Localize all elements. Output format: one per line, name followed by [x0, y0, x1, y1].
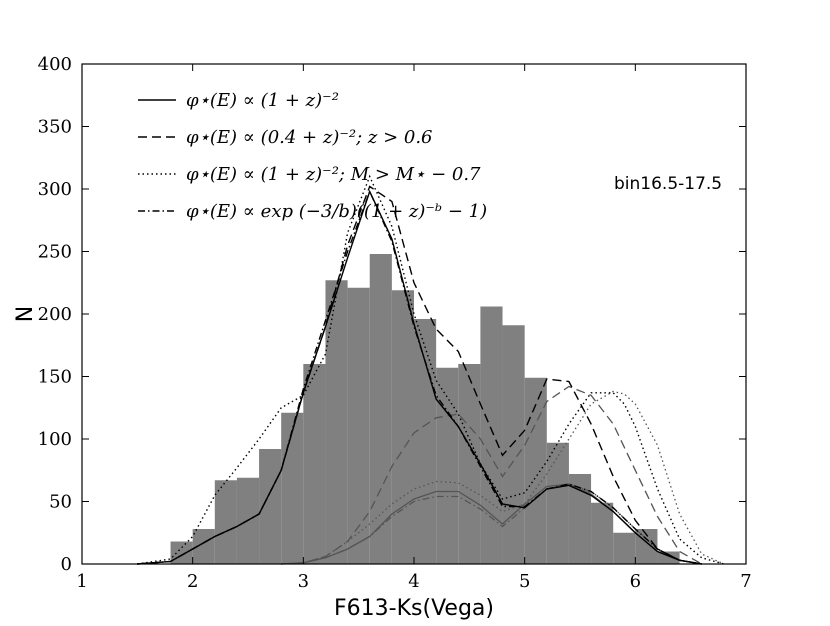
y-tick-label: 400	[38, 54, 72, 75]
histogram-bar-17	[546, 442, 569, 564]
histogram-bar-20	[613, 532, 636, 564]
legend-label-dotted: φ⋆(E) ∝ (1 + z)⁻²; M > M⋆ − 0.7	[186, 164, 481, 185]
y-tick-label: 0	[61, 554, 72, 575]
histogram-bar-13	[458, 364, 481, 564]
y-tick-label: 150	[38, 367, 72, 388]
legend: φ⋆(E) ∝ (1 + z)⁻² φ⋆(E) ∝ (0.4 + z)⁻²; z …	[138, 90, 487, 222]
y-tick-label: 200	[38, 304, 72, 325]
histogram-bar-7	[325, 280, 348, 564]
histogram-bar-15	[502, 325, 525, 564]
y-axis-label: N	[13, 306, 38, 322]
histogram-bars	[170, 254, 680, 564]
x-tick-label: 2	[187, 571, 198, 592]
histogram-bar-2	[214, 480, 237, 564]
x-tick-label: 5	[519, 571, 530, 592]
histogram-bar-19	[591, 502, 614, 564]
histogram-bar-4	[259, 449, 282, 564]
x-tick-label: 7	[740, 571, 751, 592]
legend-label-dashed: φ⋆(E) ∝ (0.4 + z)⁻²; z > 0.6	[186, 127, 433, 148]
y-tick-label: 100	[38, 429, 72, 450]
histogram-bar-0	[170, 541, 193, 564]
x-tick-label: 1	[76, 571, 87, 592]
histogram-bar-16	[524, 377, 547, 564]
histogram-bar-18	[568, 474, 592, 564]
series-line-dotted	[137, 174, 725, 565]
bin-annotation: bin16.5-17.5	[614, 174, 722, 194]
histogram-bar-9	[369, 254, 392, 564]
y-tick-label: 50	[49, 492, 72, 513]
histogram-bar-22	[657, 551, 680, 564]
y-tick-label: 300	[38, 179, 72, 200]
subcomponent-lines	[281, 385, 725, 565]
legend-label-solid: φ⋆(E) ∝ (1 + z)⁻²	[186, 90, 339, 111]
legend-label-dashdot: φ⋆(E) ∝ exp (−3/b)((1 + z)⁻ᵇ − 1)	[186, 201, 487, 222]
histogram-bar-5	[281, 412, 304, 564]
subcomponent-line-dashed	[281, 385, 703, 565]
histogram-bar-12	[436, 367, 459, 564]
histogram-bar-11	[414, 319, 437, 564]
model-lines	[137, 174, 725, 565]
x-tick-label: 6	[630, 571, 641, 592]
histogram-bar-1	[192, 529, 215, 564]
series-line-dashdot	[137, 189, 702, 565]
histogram-bar-10	[391, 290, 414, 564]
x-tick-label: 3	[298, 571, 309, 592]
histogram-bar-14	[480, 306, 503, 564]
axis-ticks: 1 2 3 4 5 6 7 0 50 100 150 200 250 300 350 400	[38, 54, 752, 592]
subcomponent-line-dotted	[281, 390, 725, 565]
y-tick-label: 250	[38, 242, 72, 263]
histogram-bar-6	[303, 364, 326, 564]
histogram-bar-8	[347, 287, 370, 564]
x-axis-label: F613-Ks(Vega)	[334, 596, 494, 621]
subcomponent-line-dashdot	[281, 483, 702, 565]
x-tick-label: 4	[408, 571, 419, 592]
y-tick-label: 350	[38, 117, 72, 138]
